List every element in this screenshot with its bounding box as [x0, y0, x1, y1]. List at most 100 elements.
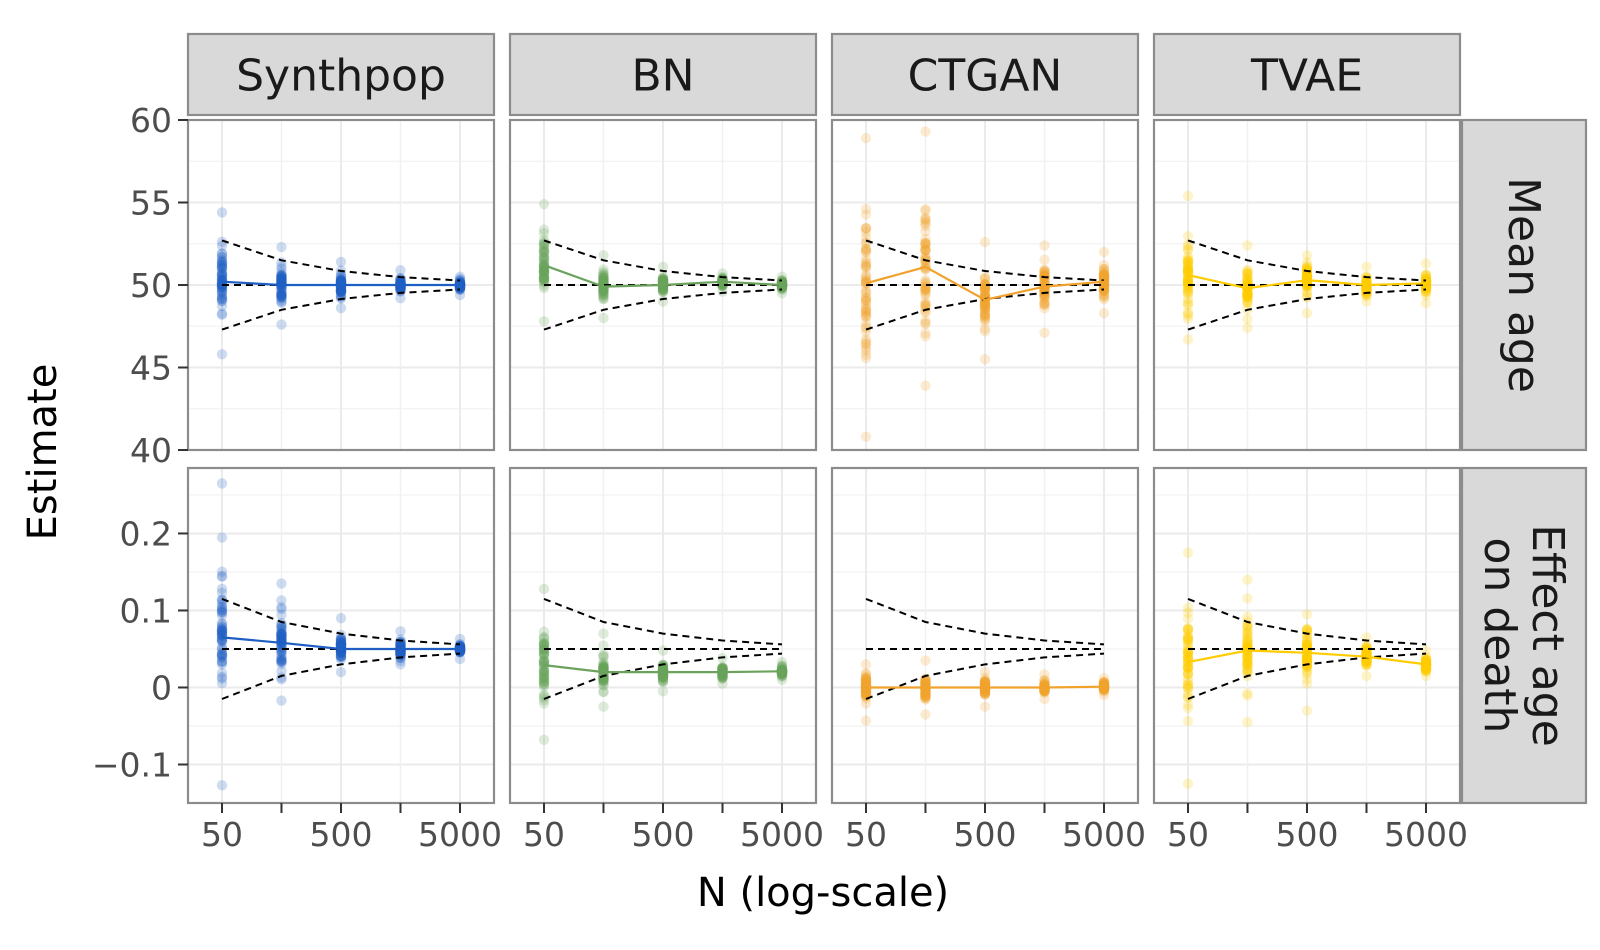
data-point [1182, 274, 1194, 286]
data-point [276, 636, 287, 647]
reference-upper-bound [1187, 239, 1427, 282]
data-point [538, 655, 550, 666]
data-point [538, 246, 550, 258]
data-point [598, 273, 609, 285]
row-strip-label-line: on death [1474, 538, 1525, 734]
data-point [335, 274, 347, 286]
data-point [776, 280, 788, 292]
data-point [335, 639, 347, 650]
data-point [538, 648, 550, 660]
data-point [335, 633, 347, 644]
data-point [276, 257, 287, 268]
data-point [1039, 254, 1050, 265]
data-point [276, 627, 287, 638]
data-point [335, 642, 347, 653]
data-point [276, 272, 287, 283]
x-tick-label: 50 [1167, 815, 1209, 854]
data-point [860, 256, 872, 267]
data-point [276, 578, 287, 589]
data-point [598, 290, 609, 301]
data-point [1242, 268, 1253, 280]
data-point [216, 604, 228, 616]
data-point [979, 284, 991, 295]
data-point [776, 280, 788, 291]
data-point [1098, 272, 1110, 283]
data-point [598, 675, 609, 687]
data-point [395, 636, 406, 647]
data-point [1420, 282, 1432, 293]
data-point [276, 289, 287, 301]
data-point [920, 709, 931, 720]
data-point [1420, 282, 1432, 294]
data-point [216, 678, 228, 689]
data-point [920, 245, 931, 256]
data-point [598, 285, 609, 296]
data-point [1420, 258, 1432, 269]
data-point [216, 248, 228, 259]
mean-line-ctgan [866, 685, 1105, 689]
data-point [395, 639, 406, 651]
data-point [717, 280, 728, 292]
data-point [1420, 277, 1432, 288]
data-point [276, 290, 287, 301]
data-point [979, 307, 991, 319]
data-point [454, 273, 466, 285]
data-point [920, 298, 931, 310]
data-point [920, 204, 931, 215]
data-point [538, 272, 550, 284]
data-point [920, 218, 931, 229]
data-point [1098, 293, 1110, 305]
data-point [335, 650, 347, 662]
data-point [395, 293, 406, 304]
data-point [395, 276, 406, 287]
data-point [1039, 267, 1050, 278]
data-point [538, 269, 550, 281]
data-point [1242, 292, 1253, 303]
x-tick-label: 500 [954, 815, 1017, 854]
data-point [598, 659, 609, 671]
data-point [860, 345, 872, 356]
data-point [335, 650, 347, 662]
data-point [276, 291, 287, 302]
data-point [920, 220, 931, 231]
data-point [920, 327, 931, 339]
data-point [216, 624, 228, 636]
data-point [216, 604, 228, 616]
data-point [657, 274, 669, 285]
data-point [335, 274, 347, 285]
data-point [276, 632, 287, 644]
data-point [1301, 280, 1313, 291]
data-point [1039, 297, 1050, 308]
data-point [598, 272, 609, 284]
data-point [860, 203, 872, 215]
data-point [538, 251, 550, 262]
data-point [538, 649, 550, 660]
data-point [276, 241, 287, 253]
data-point [1182, 275, 1194, 286]
data-point [1182, 699, 1194, 710]
data-point [920, 251, 931, 262]
data-point [216, 263, 228, 274]
data-point [1098, 283, 1110, 295]
data-point [395, 278, 406, 289]
data-point [276, 288, 287, 299]
data-point [216, 289, 228, 301]
data-point [335, 639, 347, 650]
data-point [1420, 270, 1432, 281]
data-point [216, 673, 228, 684]
data-point [979, 278, 991, 290]
data-point [538, 678, 550, 689]
data-point [538, 681, 550, 693]
data-point [598, 650, 609, 662]
data-point [920, 233, 931, 245]
data-point [395, 647, 406, 659]
data-point [216, 349, 228, 360]
data-point [335, 287, 347, 298]
data-point [598, 285, 609, 296]
data-point [1242, 291, 1253, 303]
column-strip-tvae: TVAE [1152, 32, 1462, 117]
data-point [598, 661, 609, 672]
data-point [395, 273, 406, 284]
data-point [216, 269, 228, 280]
data-point [538, 665, 550, 677]
